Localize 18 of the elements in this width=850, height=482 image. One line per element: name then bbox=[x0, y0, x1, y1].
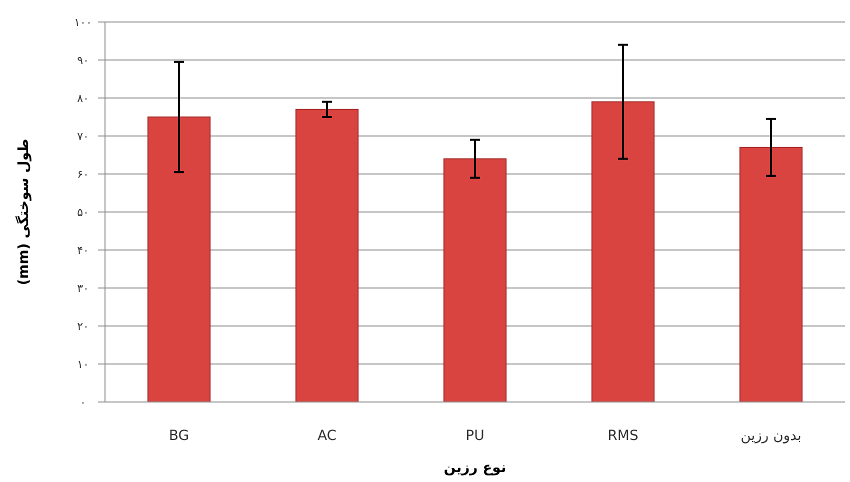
y-tick-label: ۳۰ bbox=[77, 282, 89, 295]
y-tick-label: ۱۰ bbox=[77, 358, 89, 371]
y-axis-title: طول سوختگی (mm) bbox=[15, 138, 32, 286]
x-tick-label: AC bbox=[317, 428, 337, 444]
y-tick-label: ۱۰۰ bbox=[74, 16, 92, 29]
x-axis-title: نوع رزین bbox=[444, 460, 506, 476]
y-tick-label: ۲۰ bbox=[77, 320, 89, 333]
x-tick-label: PU bbox=[466, 428, 484, 444]
y-tick-label: ۵۰ bbox=[77, 206, 89, 219]
y-tick-label: ۴۰ bbox=[77, 244, 89, 257]
x-tick-label: BG bbox=[168, 428, 190, 444]
y-tick-label: ۰ bbox=[80, 396, 86, 409]
x-tick-label: بدون رزین bbox=[740, 428, 802, 444]
y-tick-label: ۷۰ bbox=[77, 130, 89, 143]
x-tick-label: RMS bbox=[608, 428, 638, 444]
y-tick-label: ۸۰ bbox=[77, 92, 89, 105]
y-tick-label: ۶۰ bbox=[77, 168, 89, 181]
y-tick-label: ۹۰ bbox=[77, 54, 89, 67]
